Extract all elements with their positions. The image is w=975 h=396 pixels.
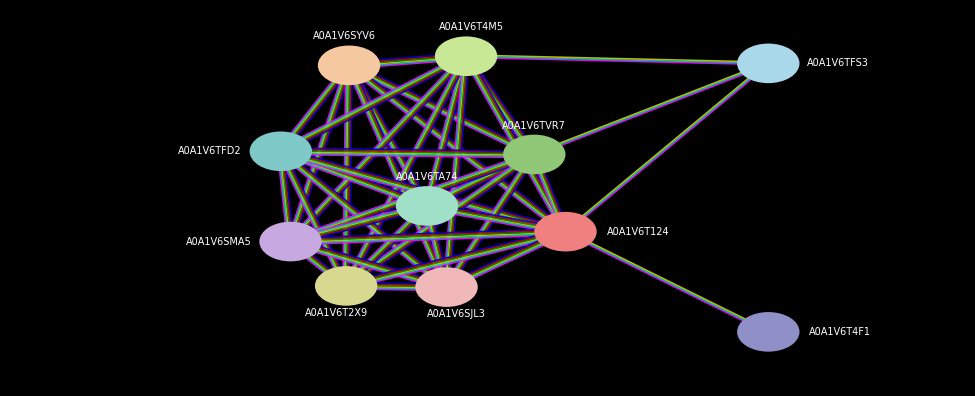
Text: A0A1V6T2X9: A0A1V6T2X9 [305, 308, 368, 318]
Ellipse shape [315, 266, 377, 306]
Ellipse shape [250, 131, 312, 171]
Ellipse shape [435, 36, 497, 76]
Text: A0A1V6T4M5: A0A1V6T4M5 [439, 22, 503, 32]
Ellipse shape [396, 186, 458, 226]
Ellipse shape [259, 222, 322, 261]
Ellipse shape [503, 135, 566, 174]
Text: A0A1V6TFD2: A0A1V6TFD2 [178, 146, 242, 156]
Ellipse shape [737, 312, 800, 352]
Ellipse shape [737, 44, 800, 83]
Ellipse shape [318, 46, 380, 85]
Text: A0A1V6SMA5: A0A1V6SMA5 [186, 236, 252, 247]
Text: A0A1V6T124: A0A1V6T124 [606, 227, 669, 237]
Text: A0A1V6TVR7: A0A1V6TVR7 [502, 121, 566, 131]
Text: A0A1V6TA74: A0A1V6TA74 [396, 172, 458, 182]
Text: A0A1V6SJL3: A0A1V6SJL3 [427, 309, 486, 319]
Text: A0A1V6T4F1: A0A1V6T4F1 [809, 327, 872, 337]
Text: A0A1V6TFS3: A0A1V6TFS3 [807, 58, 869, 69]
Text: A0A1V6SYV6: A0A1V6SYV6 [313, 31, 375, 41]
Ellipse shape [534, 212, 597, 251]
Ellipse shape [415, 267, 478, 307]
